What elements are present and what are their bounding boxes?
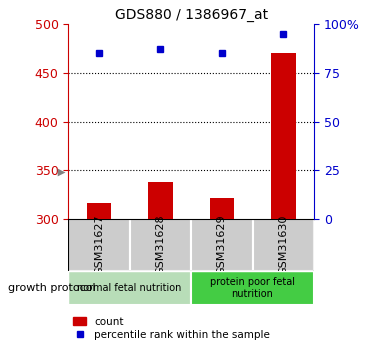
Text: GSM31627: GSM31627 xyxy=(94,215,104,275)
Bar xyxy=(253,219,314,271)
Legend: count, percentile rank within the sample: count, percentile rank within the sample xyxy=(73,317,270,340)
Text: growth protocol: growth protocol xyxy=(8,283,96,293)
Bar xyxy=(68,219,129,271)
Title: GDS880 / 1386967_at: GDS880 / 1386967_at xyxy=(115,8,268,22)
Bar xyxy=(191,219,253,271)
Bar xyxy=(209,198,234,219)
Bar xyxy=(87,203,111,219)
Text: GSM31628: GSM31628 xyxy=(155,215,165,275)
Bar xyxy=(271,53,296,219)
Bar xyxy=(68,271,191,305)
Text: normal fetal nutrition: normal fetal nutrition xyxy=(78,283,182,293)
Text: protein poor fetal
nutrition: protein poor fetal nutrition xyxy=(210,277,295,299)
Bar xyxy=(148,182,173,219)
Bar xyxy=(129,219,191,271)
Bar xyxy=(191,271,314,305)
Text: GSM31629: GSM31629 xyxy=(217,215,227,275)
Text: GSM31630: GSM31630 xyxy=(278,215,288,275)
